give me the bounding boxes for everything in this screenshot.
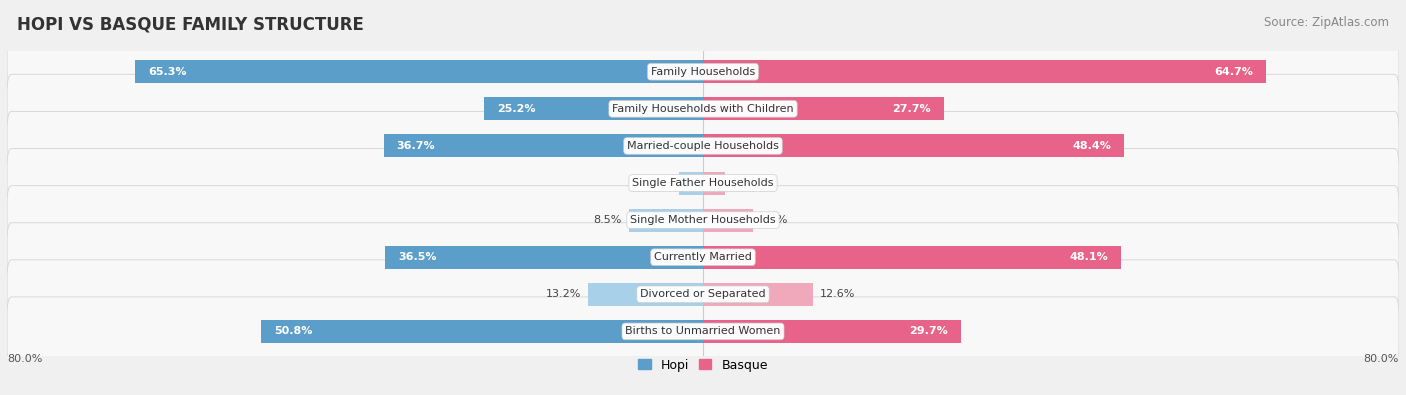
FancyBboxPatch shape — [7, 111, 1399, 181]
Bar — [262, 320, 703, 343]
Text: Births to Unmarried Women: Births to Unmarried Women — [626, 326, 780, 337]
Legend: Hopi, Basque: Hopi, Basque — [633, 354, 773, 376]
Text: Divorced or Separated: Divorced or Separated — [640, 289, 766, 299]
Text: Family Households with Children: Family Households with Children — [612, 104, 794, 114]
Bar — [484, 97, 703, 120]
FancyBboxPatch shape — [7, 74, 1399, 143]
Bar — [385, 246, 703, 269]
Text: HOPI VS BASQUE FAMILY STRUCTURE: HOPI VS BASQUE FAMILY STRUCTURE — [17, 16, 364, 34]
Text: Currently Married: Currently Married — [654, 252, 752, 262]
Text: 64.7%: 64.7% — [1213, 67, 1253, 77]
Text: 2.8%: 2.8% — [643, 178, 672, 188]
Text: 5.7%: 5.7% — [759, 215, 787, 225]
Text: Single Father Households: Single Father Households — [633, 178, 773, 188]
Bar — [703, 60, 1265, 83]
Text: 27.7%: 27.7% — [893, 104, 931, 114]
Bar — [679, 171, 703, 194]
Text: 25.2%: 25.2% — [496, 104, 536, 114]
Text: 80.0%: 80.0% — [7, 354, 42, 364]
Text: 48.1%: 48.1% — [1070, 252, 1108, 262]
FancyBboxPatch shape — [7, 37, 1399, 106]
Text: Single Mother Households: Single Mother Households — [630, 215, 776, 225]
Text: 80.0%: 80.0% — [1364, 354, 1399, 364]
Bar — [703, 97, 943, 120]
Text: 8.5%: 8.5% — [593, 215, 621, 225]
FancyBboxPatch shape — [7, 297, 1399, 366]
Bar — [588, 283, 703, 306]
Text: 13.2%: 13.2% — [546, 289, 581, 299]
Bar — [135, 60, 703, 83]
Bar — [703, 171, 724, 194]
Bar — [703, 209, 752, 231]
FancyBboxPatch shape — [7, 186, 1399, 255]
Text: 29.7%: 29.7% — [910, 326, 948, 337]
FancyBboxPatch shape — [7, 260, 1399, 329]
Text: 12.6%: 12.6% — [820, 289, 855, 299]
Bar — [703, 134, 1123, 158]
Text: Married-couple Households: Married-couple Households — [627, 141, 779, 151]
Text: 50.8%: 50.8% — [274, 326, 312, 337]
Text: 48.4%: 48.4% — [1073, 141, 1111, 151]
Bar — [703, 246, 1122, 269]
FancyBboxPatch shape — [7, 223, 1399, 292]
Bar — [703, 320, 962, 343]
Text: 36.7%: 36.7% — [396, 141, 436, 151]
Text: 2.5%: 2.5% — [731, 178, 761, 188]
Bar — [628, 209, 703, 231]
Bar — [384, 134, 703, 158]
Text: 36.5%: 36.5% — [398, 252, 437, 262]
Text: 65.3%: 65.3% — [148, 67, 187, 77]
Text: Source: ZipAtlas.com: Source: ZipAtlas.com — [1264, 16, 1389, 29]
Text: Family Households: Family Households — [651, 67, 755, 77]
Bar — [703, 283, 813, 306]
FancyBboxPatch shape — [7, 149, 1399, 218]
